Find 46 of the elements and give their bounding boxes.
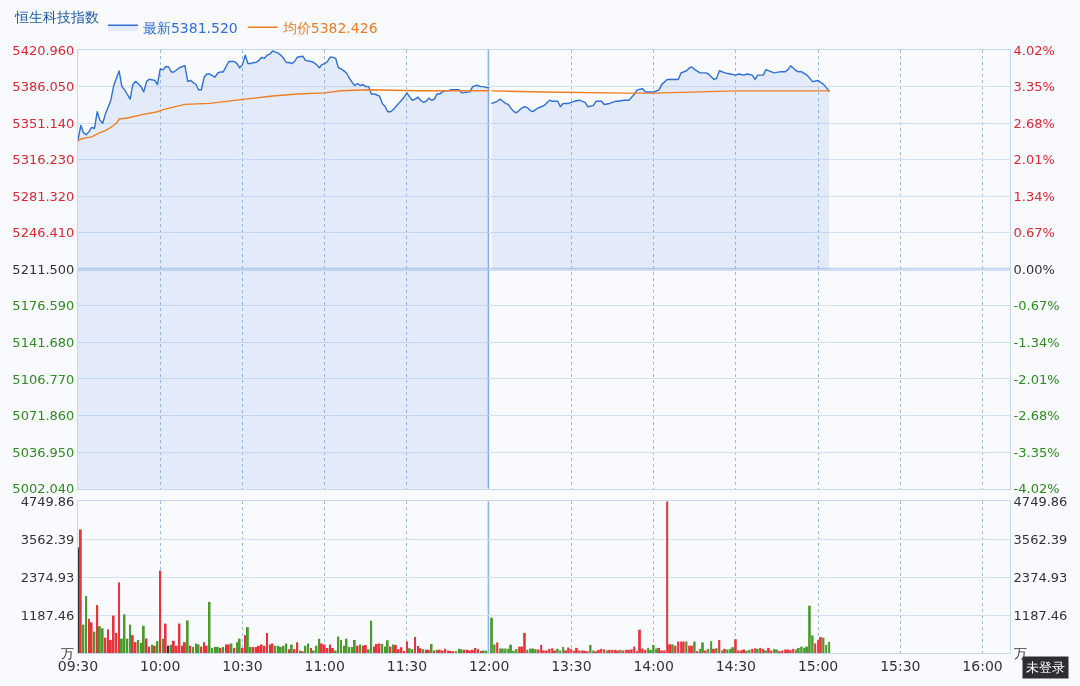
legend-label: 均价5382.426	[281, 19, 378, 36]
y-tick-label: 5386.050	[12, 79, 75, 95]
y-tick-label: 5106.770	[12, 371, 75, 387]
x-tick-label: 13:30	[551, 657, 592, 674]
y-tick-label: 5281.320	[12, 188, 75, 204]
x-tick-label: 11:00	[304, 657, 345, 674]
y-tick-label: 2374.93	[20, 569, 75, 585]
y-tick-label: 0.67%	[1013, 225, 1055, 241]
x-tick-label: 10:30	[222, 657, 263, 674]
x-tick-label: 14:00	[633, 657, 674, 674]
x-tick-label: 15:30	[880, 657, 921, 674]
y-tick-label: 5211.500	[12, 261, 75, 277]
x-tick-label: 14:30	[715, 657, 757, 674]
y-tick-label: 5316.230	[12, 152, 75, 168]
y-tick-label: 万	[61, 645, 75, 661]
y-tick-label: 1.34%	[1013, 188, 1055, 204]
legend-label: 最新5381.520	[142, 19, 238, 36]
y-tick-label: -3.35%	[1013, 444, 1060, 460]
x-tick-label: 10:00	[140, 657, 181, 674]
y-tick-label: 1187.46	[1013, 607, 1068, 623]
text: 未登录	[1026, 660, 1065, 675]
y-tick-label: 2.68%	[1013, 115, 1055, 131]
x-tick-label: 12:00	[468, 657, 510, 674]
y-tick-label: 3562.39	[20, 531, 75, 547]
x-tick-label: 16:00	[962, 657, 1003, 674]
y-tick-label: 0.00%	[1013, 261, 1055, 277]
y-tick-label: -1.34%	[1013, 334, 1060, 350]
y-tick-label: -2.01%	[1013, 371, 1060, 387]
y-tick-label: 5036.950	[12, 444, 75, 460]
y-tick-label: 5176.590	[12, 298, 75, 314]
y-tick-label: -0.67%	[1013, 298, 1060, 314]
x-tick-label: 15:00	[797, 657, 839, 674]
y-tick-label: 3562.39	[1013, 531, 1068, 547]
x-tick-label: 11:30	[386, 657, 428, 674]
y-tick-label: 2.01%	[1013, 152, 1055, 168]
y-tick-label: 5246.410	[12, 225, 75, 241]
y-tick-label: 4.02%	[1013, 42, 1055, 58]
y-tick-label: 5071.860	[12, 408, 75, 424]
chart-title: 恒生科技指数	[14, 8, 99, 25]
y-tick-label: -2.68%	[1013, 408, 1060, 424]
y-tick-label: 2374.93	[1013, 569, 1068, 585]
y-tick-label: 5420.960	[12, 42, 75, 58]
y-tick-label: 5141.680	[12, 334, 75, 350]
y-tick-label: 3.35%	[1013, 79, 1055, 95]
y-tick-label: 1187.46	[20, 607, 75, 623]
y-tick-label: 5351.140	[12, 115, 75, 131]
